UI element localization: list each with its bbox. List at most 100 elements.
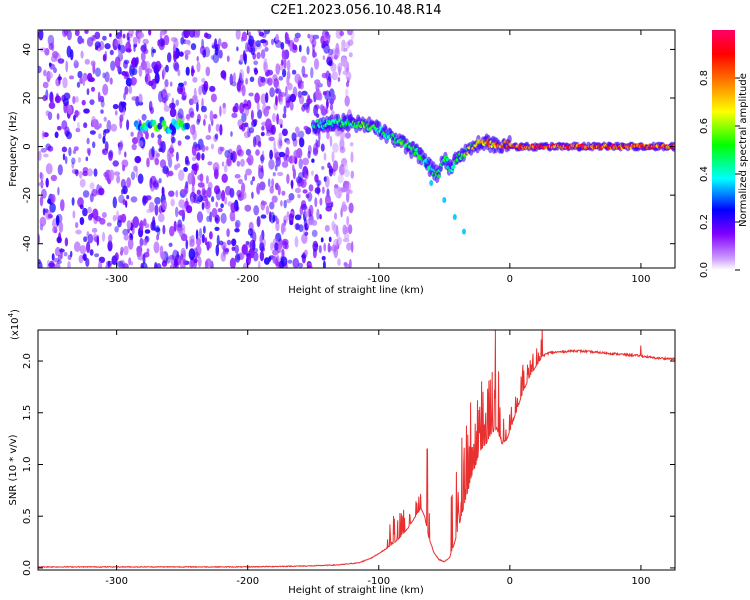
noise-blob bbox=[125, 41, 131, 52]
noise-blob bbox=[119, 44, 126, 54]
noise-blob bbox=[185, 66, 190, 76]
echo-blob bbox=[184, 122, 190, 130]
noise-blob bbox=[319, 214, 322, 220]
tail-blob bbox=[452, 214, 457, 220]
noise-blob bbox=[196, 211, 204, 223]
noise-blob bbox=[346, 242, 352, 251]
noise-blob bbox=[304, 249, 308, 257]
noise-blob bbox=[297, 194, 301, 199]
noise-blob bbox=[325, 205, 333, 212]
noise-blob bbox=[71, 168, 79, 175]
colorbar-axes: 0.0 0.2 0.4 0.6 0.8 bbox=[699, 70, 740, 278]
noise-blob bbox=[328, 236, 332, 243]
noise-blob bbox=[156, 227, 161, 236]
noise-blob bbox=[310, 67, 314, 79]
snr-y-scale: (x104) bbox=[7, 309, 21, 340]
noise-blob bbox=[82, 190, 90, 198]
noise-blob bbox=[60, 247, 63, 260]
noise-blob bbox=[189, 111, 195, 119]
snr-x-tick-label: -100 bbox=[367, 576, 390, 587]
noise-blob bbox=[317, 92, 323, 101]
noise-blob bbox=[91, 227, 98, 233]
snr-x-tick-label: 0 bbox=[507, 576, 513, 587]
noise-blob bbox=[325, 203, 333, 208]
noise-blob bbox=[154, 227, 161, 232]
noise-blob bbox=[339, 138, 345, 150]
noise-blob bbox=[244, 53, 247, 60]
spectrogram-x-label: Height of straight line (km) bbox=[288, 285, 424, 296]
noise-blob bbox=[112, 103, 119, 110]
noise-blob bbox=[215, 123, 220, 132]
noise-blob bbox=[157, 137, 162, 146]
tail-blob bbox=[429, 180, 434, 186]
noise-blob bbox=[99, 95, 105, 103]
noise-blob bbox=[314, 187, 321, 194]
noise-blob bbox=[133, 44, 136, 53]
noise-blob bbox=[231, 246, 236, 252]
noise-blob bbox=[268, 136, 275, 142]
noise-blob bbox=[119, 118, 123, 129]
noise-blob bbox=[86, 37, 94, 47]
noise-blob bbox=[286, 140, 291, 145]
noise-blob bbox=[257, 260, 261, 268]
noise-blob bbox=[347, 224, 353, 235]
noise-blob bbox=[311, 158, 315, 163]
noise-blob bbox=[288, 193, 295, 201]
noise-blob bbox=[340, 187, 347, 193]
noise-blob bbox=[72, 95, 76, 105]
colorbar: 0.0 0.2 0.4 0.6 0.8 Normalized spectral ampl… bbox=[699, 30, 749, 278]
noise-blob bbox=[199, 173, 204, 183]
noise-blob bbox=[180, 37, 185, 45]
noise-blob bbox=[212, 52, 220, 64]
noise-blob bbox=[204, 260, 208, 268]
noise-blob bbox=[272, 249, 279, 256]
noise-blob bbox=[277, 137, 283, 150]
noise-blob bbox=[77, 70, 83, 79]
noise-blob bbox=[48, 62, 52, 67]
noise-blob bbox=[250, 109, 254, 121]
noise-blob bbox=[289, 101, 294, 111]
noise-blob bbox=[131, 68, 138, 76]
noise-blob bbox=[38, 182, 44, 187]
snr-scale-exponent: 4 bbox=[7, 312, 15, 317]
noise-blob bbox=[245, 168, 252, 176]
noise-blob bbox=[217, 208, 223, 213]
noise-blob bbox=[284, 242, 289, 250]
noise-blob bbox=[316, 208, 320, 220]
noise-blob bbox=[221, 190, 226, 202]
noise-blob bbox=[344, 233, 350, 240]
noise-blob bbox=[177, 69, 181, 77]
noise-blob bbox=[108, 169, 115, 181]
noise-blob bbox=[89, 130, 96, 135]
noise-blob bbox=[74, 96, 79, 103]
noise-blob bbox=[328, 165, 333, 177]
tail-blob bbox=[462, 228, 466, 235]
noise-blob bbox=[132, 137, 138, 145]
noise-blob bbox=[240, 158, 245, 167]
noise-blob bbox=[68, 75, 75, 80]
noise-blob bbox=[82, 254, 85, 260]
noise-blob bbox=[316, 113, 320, 118]
noise-blob bbox=[94, 67, 101, 77]
noise-blob bbox=[345, 41, 351, 49]
noise-blob bbox=[150, 46, 155, 58]
noise-blob bbox=[230, 152, 234, 161]
noise-blob bbox=[321, 108, 327, 116]
noise-blob bbox=[112, 214, 117, 222]
noise-blob bbox=[215, 188, 222, 201]
noise-blob bbox=[292, 168, 296, 180]
noise-blob bbox=[183, 167, 188, 172]
noise-blob bbox=[141, 113, 147, 121]
noise-blob bbox=[55, 215, 60, 226]
noise-blob bbox=[57, 254, 62, 261]
noise-blob bbox=[277, 185, 281, 196]
noise-blob bbox=[271, 178, 275, 188]
noise-blob bbox=[132, 216, 140, 228]
noise-blob bbox=[322, 186, 325, 194]
noise-blob bbox=[248, 35, 255, 47]
spectrogram-y-tick-label: 40 bbox=[22, 43, 33, 56]
noise-blob bbox=[247, 228, 254, 236]
noise-blob bbox=[170, 198, 175, 207]
noise-blob bbox=[324, 175, 330, 188]
noise-blob bbox=[154, 196, 161, 205]
